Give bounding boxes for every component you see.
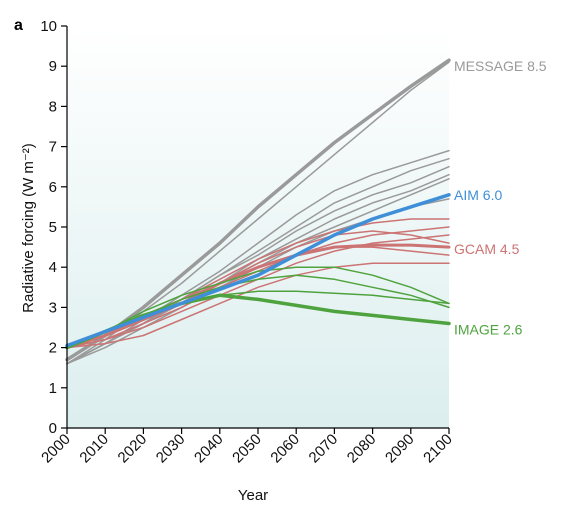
x-tick-label: 2040: [191, 431, 227, 467]
x-axis-title: Year: [238, 487, 268, 504]
series-line-gcam: [66, 262, 450, 349]
series-lines: [65, 58, 451, 365]
x-tick-label: 2090: [382, 431, 418, 467]
x-tick-label: 2050: [229, 431, 265, 467]
series-label-image: IMAGE 2.6: [454, 322, 523, 338]
y-tick-label: 2: [49, 340, 57, 357]
series-line-image: [66, 266, 450, 349]
axes: 0 1 2 3 4 5 6 7 8 9 10 2000 2010 2020 2030 2040 2050 2060…: [38, 18, 456, 466]
series-line-message: [66, 149, 450, 365]
y-tick-label: 7: [49, 139, 57, 156]
y-tick-label: 3: [49, 299, 57, 316]
series-line-aim: [65, 193, 451, 348]
y-tick-label: 6: [49, 179, 57, 196]
series-label-message: MESSAGE 8.5: [454, 58, 547, 74]
x-tick-label: 2070: [306, 431, 342, 467]
y-axis-title: Radiative forcing (W m⁻²): [20, 143, 37, 313]
y-tick-label: 8: [49, 98, 57, 115]
series-label-gcam: GCAM 4.5: [454, 241, 520, 257]
x-tick-label: 2020: [115, 431, 151, 467]
x-tick-label: 2100: [420, 431, 456, 467]
series-line-gcam: [65, 243, 451, 350]
y-tick-label: 9: [49, 58, 57, 75]
y-tick-label: 10: [40, 18, 57, 35]
x-tick-label: 2060: [267, 431, 303, 467]
x-tick-label: 2000: [38, 431, 74, 467]
x-tick-label: 2080: [344, 431, 380, 467]
y-tick-label: 5: [49, 219, 57, 236]
x-tick-label: 2010: [76, 431, 112, 467]
series-label-aim: AIM 6.0: [454, 187, 502, 203]
y-tick-label: 4: [49, 259, 57, 276]
y-tick-label: 0: [49, 420, 57, 437]
panel-label: a: [14, 17, 23, 34]
y-tick-label: 1: [49, 380, 57, 397]
plot-area-background: [67, 26, 449, 428]
x-tick-label: 2030: [153, 431, 189, 467]
series-labels: MESSAGE 8.5 AIM 6.0 GCAM 4.5 IMAGE 2.6: [454, 58, 547, 337]
series-line-message: [65, 58, 451, 362]
